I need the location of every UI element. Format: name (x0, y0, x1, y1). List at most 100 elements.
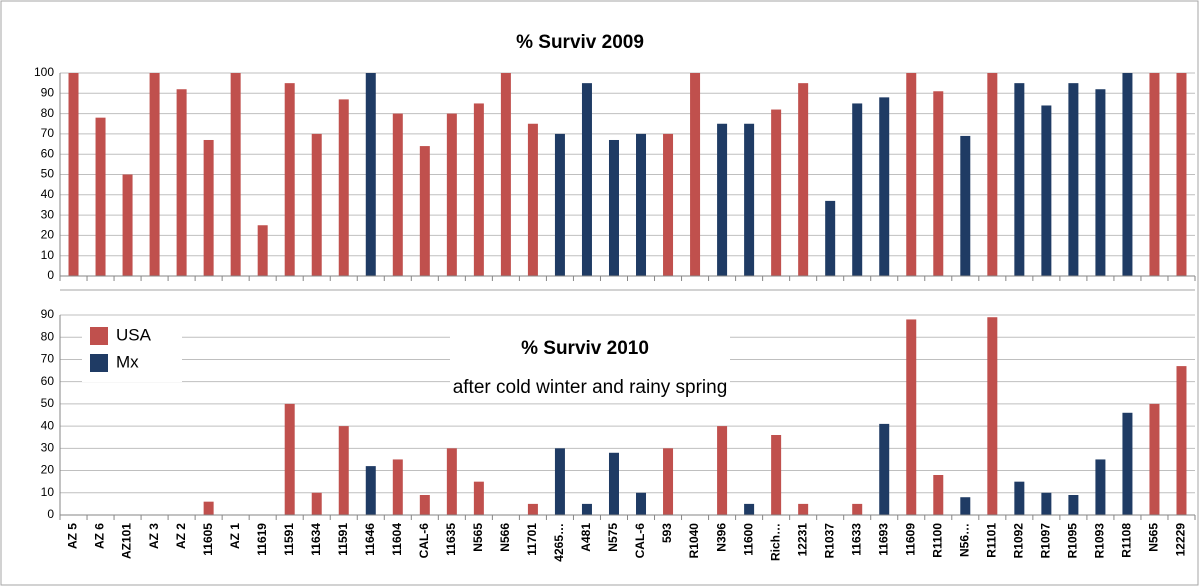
bar (798, 83, 809, 277)
bar (500, 73, 511, 276)
y-tick-label: 30 (41, 207, 55, 221)
legend-label: Mx (116, 352, 139, 371)
bar (365, 466, 376, 515)
x-tick-label: R1037 (822, 523, 836, 559)
bar (663, 133, 674, 276)
bar (879, 423, 890, 515)
bar (852, 503, 863, 515)
bar (1041, 105, 1052, 276)
bar (608, 452, 619, 515)
bar (68, 73, 79, 276)
bar (1068, 83, 1079, 277)
bar (311, 133, 322, 276)
bar (933, 475, 944, 515)
x-tick-label: 11646 (363, 523, 377, 556)
bar (149, 73, 160, 276)
y-tick-label: 80 (41, 106, 55, 120)
bar (257, 225, 268, 276)
x-tick-label: AZ 2 (174, 523, 188, 549)
bar (608, 139, 619, 276)
bar (636, 133, 647, 276)
bar (636, 492, 647, 515)
bar (1014, 83, 1025, 277)
bar (581, 503, 592, 515)
bar (1095, 459, 1106, 515)
x-tick-label: 11591 (336, 523, 350, 556)
bar (338, 99, 349, 276)
x-tick-label: Rich… (768, 523, 782, 561)
bar (1014, 481, 1025, 515)
bar (419, 146, 430, 276)
y-tick-label: 60 (41, 146, 55, 160)
bar (581, 83, 592, 277)
x-tick-label: N575 (606, 523, 620, 552)
y-tick-label: 10 (41, 485, 55, 499)
x-tick-label: R1095 (1066, 523, 1080, 559)
bar (987, 317, 998, 515)
y-tick-label: 100 (34, 65, 54, 79)
bar (446, 113, 457, 276)
bar (1176, 366, 1187, 515)
x-tick-label: 12229 (1174, 523, 1188, 557)
bar (284, 403, 295, 515)
bar (933, 91, 944, 277)
x-tick-label: 11600 (741, 523, 755, 556)
bar (392, 459, 403, 515)
y-tick-label: 60 (41, 374, 55, 388)
x-tick-label: R1092 (1012, 523, 1026, 559)
bar (825, 200, 836, 276)
y-tick-label: 80 (41, 329, 55, 343)
x-tick-label: CAL-6 (633, 523, 647, 559)
y-tick-label: 90 (41, 307, 55, 321)
bar (473, 103, 484, 276)
x-tick-label: AZ 1 (228, 523, 242, 549)
x-tick-label: CAL-6 (417, 523, 431, 559)
chart-title: % Surviv 2010 (521, 338, 649, 359)
bar (1041, 492, 1052, 515)
y-tick-label: 90 (41, 85, 55, 99)
x-tick-label: 11701 (525, 523, 539, 556)
x-tick-label: 11693 (876, 523, 890, 556)
bar (203, 139, 214, 276)
bar (798, 503, 809, 515)
x-tick-label: 11591 (282, 523, 296, 556)
bar (527, 123, 538, 276)
y-tick-label: 40 (41, 187, 55, 201)
x-tick-label: 11634 (309, 523, 323, 556)
bar (473, 481, 484, 515)
bar (554, 448, 565, 515)
bar (554, 133, 565, 276)
legend-swatch (90, 354, 108, 372)
bar (960, 135, 971, 276)
bar (717, 426, 728, 515)
x-tick-label: R1100 (930, 523, 944, 558)
bar (95, 117, 106, 276)
bar (960, 497, 971, 515)
bar (852, 103, 863, 276)
x-tick-label: R1040 (687, 523, 701, 559)
bar (1122, 73, 1133, 276)
bar (365, 73, 376, 276)
bar (1176, 73, 1187, 276)
x-tick-label: 11633 (849, 523, 863, 556)
bar (663, 448, 674, 515)
bar (284, 83, 295, 277)
x-tick-label: N56… (957, 523, 971, 557)
y-tick-label: 50 (41, 396, 55, 410)
bar (771, 435, 782, 515)
x-tick-label: N566 (498, 523, 512, 552)
x-tick-label: AZ 5 (66, 523, 80, 549)
x-tick-label: N565 (1147, 523, 1161, 552)
bar (392, 113, 403, 276)
x-tick-label: A481 (579, 523, 593, 552)
bar (987, 73, 998, 276)
bar (1068, 495, 1079, 515)
bar (717, 123, 728, 276)
bar (419, 495, 430, 515)
legend-label: USA (116, 325, 152, 344)
bar (1149, 73, 1160, 276)
x-tick-label: N396 (714, 523, 728, 552)
